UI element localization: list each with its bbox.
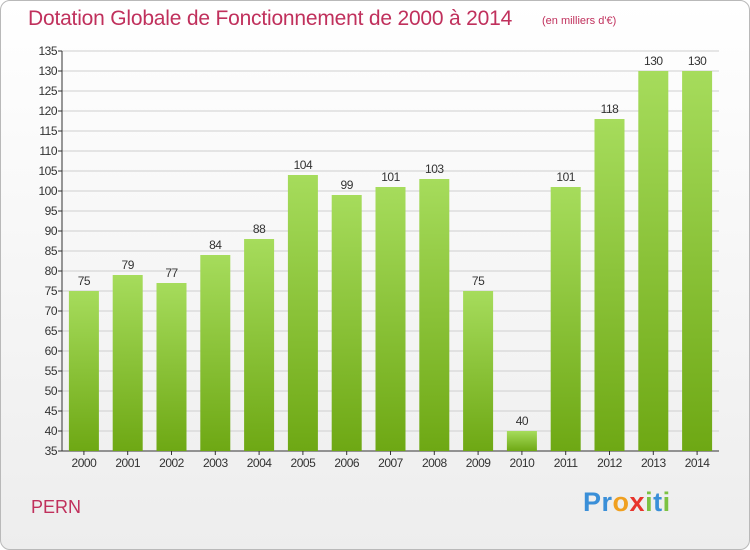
x-tick-label: 2004 [247, 456, 273, 470]
chart-unit: (en milliers d'€) [542, 15, 617, 27]
data-label: 101 [556, 170, 575, 184]
y-tick-label: 105 [38, 164, 57, 178]
y-tick-label: 65 [45, 324, 58, 338]
proxiti-logo[interactable]: Proxiti [583, 487, 671, 518]
data-label: 40 [516, 414, 529, 428]
bar-2011 [550, 187, 581, 451]
logo-letter: x [629, 487, 646, 517]
bar-2010 [506, 431, 537, 451]
data-label: 75 [78, 274, 91, 288]
data-label: 130 [644, 54, 663, 68]
bar-2000 [68, 291, 99, 451]
y-tick-label: 35 [45, 444, 58, 458]
data-label: 77 [165, 266, 178, 280]
logo-letter: i [645, 487, 654, 517]
y-tick-label: 60 [45, 344, 58, 358]
bar-2009 [463, 291, 494, 451]
y-tick-label: 95 [45, 204, 58, 218]
y-tick-label: 120 [38, 104, 57, 118]
bar-2006 [331, 195, 362, 451]
y-tick-label: 90 [45, 224, 58, 238]
x-tick-label: 2001 [115, 456, 141, 470]
y-tick-label: 70 [45, 304, 58, 318]
x-tick-label: 2014 [685, 456, 711, 470]
bar-2003 [200, 255, 231, 451]
data-label: 118 [601, 102, 619, 116]
y-tick-label: 80 [45, 264, 58, 278]
bar-2014 [682, 71, 713, 451]
bar-2007 [375, 187, 406, 451]
y-tick-label: 45 [45, 404, 58, 418]
data-label: 103 [425, 162, 444, 176]
data-label: 75 [472, 274, 485, 288]
data-label: 99 [341, 178, 354, 192]
y-tick-label: 50 [45, 384, 58, 398]
bar-2012 [594, 119, 625, 451]
y-tick-label: 115 [39, 124, 57, 138]
y-tick-label: 100 [38, 184, 57, 198]
logo-letter: r [601, 487, 613, 517]
bar-2005 [287, 175, 318, 451]
y-tick-label: 85 [45, 244, 58, 258]
commune-name: PERN [31, 497, 82, 517]
logo-letter: P [583, 487, 602, 517]
logo-letter: t [653, 487, 663, 517]
y-tick-label: 135 [38, 44, 57, 58]
data-label: 101 [381, 170, 400, 184]
x-tick-label: 2009 [466, 456, 492, 470]
bar-2013 [638, 71, 669, 451]
data-label: 130 [688, 54, 707, 68]
bar-2001 [112, 275, 143, 451]
x-tick-label: 2007 [378, 456, 404, 470]
bar-2004 [244, 239, 275, 451]
logo-letter: i [662, 487, 671, 517]
y-tick-label: 75 [45, 284, 58, 298]
x-tick-label: 2011 [554, 456, 579, 470]
x-tick-label: 2003 [203, 456, 229, 470]
logo-letter: o [612, 487, 630, 517]
data-label: 104 [294, 158, 313, 172]
x-tick-label: 2005 [291, 456, 317, 470]
x-tick-label: 2012 [597, 456, 623, 470]
data-label: 79 [122, 258, 135, 272]
data-label: 88 [253, 222, 266, 236]
x-tick-label: 2002 [159, 456, 185, 470]
y-tick-label: 55 [45, 364, 58, 378]
bar-2008 [419, 179, 450, 451]
data-label: 84 [209, 238, 222, 252]
y-tick-label: 125 [38, 84, 57, 98]
x-tick-label: 2010 [510, 456, 536, 470]
x-tick-label: 2013 [641, 456, 667, 470]
x-tick-label: 2006 [334, 456, 360, 470]
chart-title: Dotation Globale de Fonctionnement de 20… [28, 7, 513, 30]
y-tick-label: 130 [38, 64, 57, 78]
x-tick-label: 2000 [72, 456, 98, 470]
y-tick-label: 40 [45, 424, 58, 438]
bar-2002 [156, 283, 187, 451]
y-tick-label: 110 [39, 144, 57, 158]
x-tick-label: 2008 [422, 456, 448, 470]
